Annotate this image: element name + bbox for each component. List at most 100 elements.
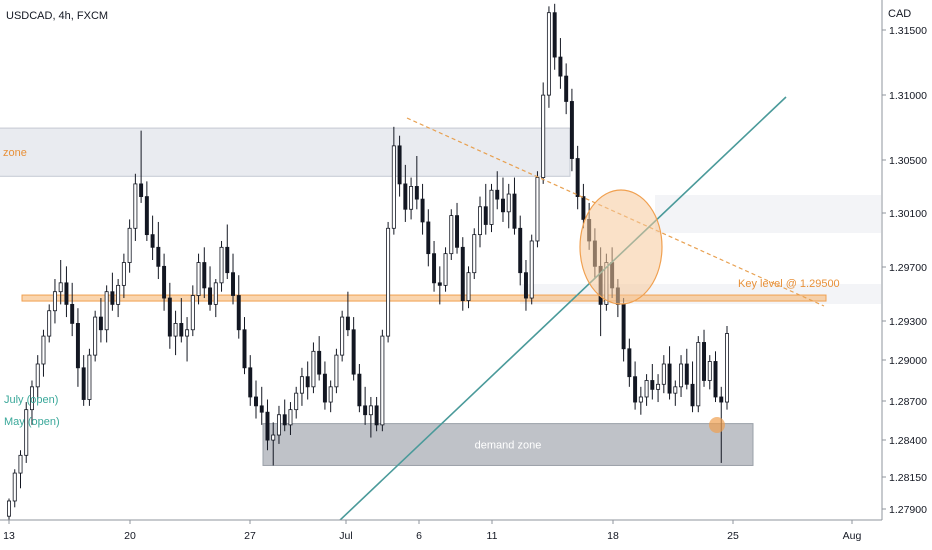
candle[interactable]	[311, 342, 316, 394]
candle[interactable]	[98, 298, 103, 343]
candle[interactable]	[340, 310, 345, 362]
candle[interactable]	[558, 38, 563, 89]
candle[interactable]	[489, 183, 494, 233]
candle[interactable]	[196, 253, 201, 305]
candle[interactable]	[564, 63, 569, 115]
candle[interactable]	[116, 279, 121, 318]
key-level-line[interactable]	[21, 294, 827, 302]
candle[interactable]	[345, 291, 350, 337]
candle[interactable]	[317, 336, 322, 381]
candle[interactable]	[288, 402, 293, 436]
candle[interactable]	[357, 364, 362, 413]
candle[interactable]	[621, 298, 626, 362]
candle[interactable]	[420, 183, 425, 235]
candle[interactable]	[12, 469, 17, 508]
candle[interactable]	[495, 171, 500, 210]
candle[interactable]	[679, 355, 684, 397]
candle[interactable]	[690, 361, 695, 413]
candle[interactable]	[87, 348, 92, 406]
candle[interactable]	[202, 247, 207, 299]
candle[interactable]	[121, 253, 126, 299]
candle[interactable]	[110, 272, 115, 311]
candle[interactable]	[248, 355, 253, 406]
candle[interactable]	[512, 177, 517, 235]
candle[interactable]	[41, 329, 46, 377]
candle[interactable]	[254, 380, 258, 419]
candle[interactable]	[667, 346, 672, 400]
candle[interactable]	[242, 317, 247, 375]
candle[interactable]	[638, 386, 643, 415]
candle[interactable]	[535, 171, 540, 248]
candle[interactable]	[541, 82, 546, 184]
time-axis[interactable]: 13 20 27 Jul 6 11 18 25 Aug	[0, 519, 932, 550]
candle[interactable]	[185, 317, 190, 362]
candle[interactable]	[696, 336, 701, 413]
candle[interactable]	[426, 209, 431, 267]
candle[interactable]	[305, 361, 310, 400]
candle[interactable]	[173, 310, 178, 356]
candle[interactable]	[437, 266, 442, 305]
dashed-trendline[interactable]	[406, 117, 825, 307]
candle[interactable]	[523, 260, 528, 311]
candle[interactable]	[144, 181, 149, 241]
candle[interactable]	[81, 355, 86, 406]
candle[interactable]	[276, 405, 281, 444]
candle[interactable]	[725, 325, 729, 410]
candle[interactable]	[282, 399, 287, 432]
candle[interactable]	[70, 282, 75, 337]
highlight-circle[interactable]	[579, 189, 663, 305]
candle[interactable]	[472, 228, 477, 280]
candle[interactable]	[18, 450, 23, 489]
candle[interactable]	[409, 177, 414, 220]
candle[interactable]	[29, 380, 34, 425]
candle[interactable]	[650, 364, 655, 400]
candle[interactable]	[259, 386, 264, 425]
candle[interactable]	[501, 177, 505, 222]
price-axis[interactable]: CAD 1.315001.310001.305001.301001.297001…	[881, 0, 932, 520]
candle[interactable]	[546, 6, 551, 108]
support-trendline[interactable]	[338, 96, 787, 522]
candle[interactable]	[644, 374, 649, 406]
candle[interactable]	[24, 402, 29, 463]
candle[interactable]	[432, 240, 437, 292]
candle[interactable]	[684, 348, 689, 390]
candle[interactable]	[219, 240, 224, 292]
candle[interactable]	[225, 224, 230, 280]
candle[interactable]	[208, 266, 213, 311]
candle[interactable]	[483, 183, 488, 235]
candle[interactable]	[466, 266, 471, 309]
candle[interactable]	[156, 221, 161, 280]
candle[interactable]	[581, 183, 586, 229]
candle[interactable]	[322, 361, 327, 410]
candle[interactable]	[449, 209, 454, 260]
candle[interactable]	[52, 279, 57, 324]
candle[interactable]	[403, 164, 408, 222]
candle[interactable]	[351, 317, 356, 381]
candle[interactable]	[213, 279, 218, 318]
candle[interactable]	[627, 338, 632, 387]
candle[interactable]	[656, 374, 661, 403]
candle[interactable]	[363, 386, 368, 425]
candle[interactable]	[552, 3, 557, 70]
candle[interactable]	[133, 173, 138, 241]
candle[interactable]	[673, 380, 678, 406]
candle[interactable]	[104, 285, 109, 343]
candle[interactable]	[506, 183, 511, 229]
candle[interactable]	[443, 247, 448, 292]
candle[interactable]	[707, 355, 712, 390]
candle[interactable]	[75, 308, 80, 387]
candle[interactable]	[167, 282, 172, 349]
candle[interactable]	[529, 234, 534, 305]
candle[interactable]	[328, 380, 333, 413]
candle[interactable]	[236, 275, 241, 339]
candle[interactable]	[190, 285, 195, 337]
candle[interactable]	[231, 253, 235, 305]
candle[interactable]	[368, 396, 373, 438]
candle[interactable]	[633, 361, 638, 410]
candle[interactable]	[414, 156, 419, 210]
candle[interactable]	[64, 266, 69, 318]
candle[interactable]	[569, 88, 574, 172]
candle[interactable]	[460, 237, 465, 311]
candle[interactable]	[58, 260, 63, 305]
